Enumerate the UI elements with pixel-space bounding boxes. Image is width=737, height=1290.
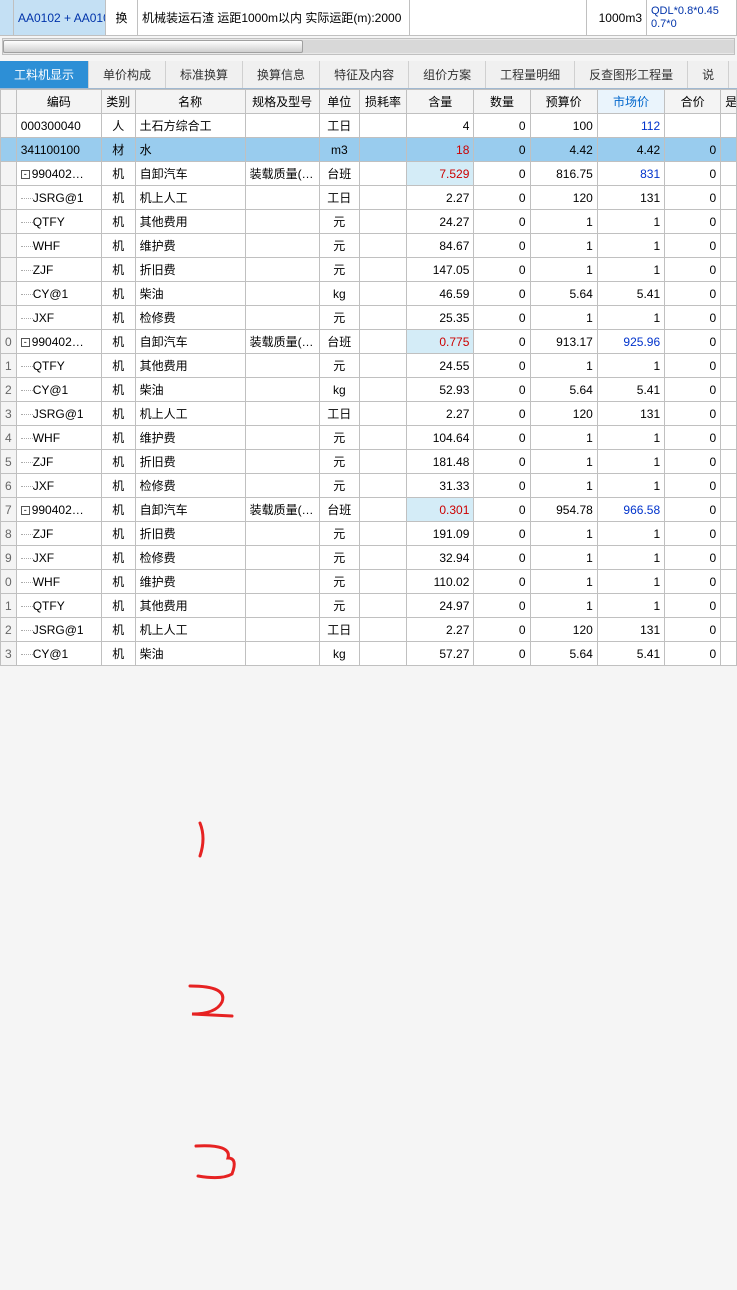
- top-info-row: AA0102 + AA0108 换 机械装运石渣 运距1000m以内 实际运距(…: [0, 0, 737, 36]
- table-row[interactable]: 0WHF机维护费元110.020110: [1, 570, 737, 594]
- table-row[interactable]: 000300040人土石方综合工工日40100112: [1, 114, 737, 138]
- col-header[interactable]: 预算价: [530, 90, 597, 114]
- col-header[interactable]: 类别: [101, 90, 135, 114]
- tab-strip: 工料机显示单价构成标准换算换算信息特征及内容组价方案工程量明细反查图形工程量说: [0, 61, 737, 89]
- top-qty: 1000m3: [587, 0, 647, 35]
- top-code: AA0102 + AA0108: [14, 0, 106, 35]
- col-header[interactable]: 损耗率: [359, 90, 406, 114]
- col-header[interactable]: [1, 90, 17, 114]
- top-swap: 换: [106, 0, 138, 35]
- tab-1[interactable]: 单价构成: [89, 61, 166, 88]
- tab-7[interactable]: 反查图形工程量: [575, 61, 688, 88]
- table-row[interactable]: 9JXF机检修费元32.940110: [1, 546, 737, 570]
- col-header[interactable]: 合价: [665, 90, 721, 114]
- table-row[interactable]: 341100100材水m31804.424.420: [1, 138, 737, 162]
- table-row[interactable]: 6JXF机检修费元31.330110: [1, 474, 737, 498]
- col-header[interactable]: 数量: [474, 90, 530, 114]
- horizontal-scrollbar[interactable]: [2, 38, 735, 55]
- table-row[interactable]: 2JSRG@1机机上人工工日2.2701201310: [1, 618, 737, 642]
- table-row[interactable]: 7-990402…机自卸汽车装载质量(…台班0.3010954.78966.58…: [1, 498, 737, 522]
- table-row[interactable]: 2CY@1机柴油kg52.9305.645.410: [1, 378, 737, 402]
- table-row[interactable]: 4WHF机维护费元104.640110: [1, 426, 737, 450]
- table-row[interactable]: 1QTFY机其他费用元24.970110: [1, 594, 737, 618]
- top-desc: 机械装运石渣 运距1000m以内 实际运距(m):2000: [138, 0, 410, 35]
- top-rowhead: [0, 0, 14, 35]
- tab-8[interactable]: 说: [688, 61, 729, 88]
- table-row[interactable]: JXF机检修费元25.350110: [1, 306, 737, 330]
- table-row[interactable]: 5ZJF机折旧费元181.480110: [1, 450, 737, 474]
- table-row[interactable]: 8ZJF机折旧费元191.090110: [1, 522, 737, 546]
- top-formula: QDL*0.8*0.45 0.7*0: [647, 0, 737, 35]
- col-header[interactable]: 市场价: [597, 90, 664, 114]
- table-row[interactable]: JSRG@1机机上人工工日2.2701201310: [1, 186, 737, 210]
- table-row[interactable]: CY@1机柴油kg46.5905.645.410: [1, 282, 737, 306]
- table-row[interactable]: QTFY机其他费用元24.270110: [1, 210, 737, 234]
- tab-2[interactable]: 标准换算: [166, 61, 243, 88]
- col-header[interactable]: 单位: [319, 90, 359, 114]
- tab-4[interactable]: 特征及内容: [320, 61, 409, 88]
- grid-header-row: 编码类别名称规格及型号单位损耗率含量数量预算价市场价合价是: [1, 90, 737, 114]
- col-header[interactable]: 编码: [16, 90, 101, 114]
- col-header[interactable]: 规格及型号: [245, 90, 319, 114]
- table-row[interactable]: 1QTFY机其他费用元24.550110: [1, 354, 737, 378]
- table-row[interactable]: WHF机维护费元84.670110: [1, 234, 737, 258]
- tab-0[interactable]: 工料机显示: [0, 61, 89, 88]
- tab-5[interactable]: 组价方案: [409, 61, 486, 88]
- table-row[interactable]: ZJF机折旧费元147.050110: [1, 258, 737, 282]
- tab-6[interactable]: 工程量明细: [486, 61, 575, 88]
- scroll-thumb[interactable]: [3, 40, 303, 53]
- table-row[interactable]: 3CY@1机柴油kg57.2705.645.410: [1, 642, 737, 666]
- tab-3[interactable]: 换算信息: [243, 61, 320, 88]
- annotation-layer: [0, 666, 737, 1290]
- table-row[interactable]: 0-990402…机自卸汽车装载质量(…台班0.7750913.17925.96…: [1, 330, 737, 354]
- data-grid[interactable]: 编码类别名称规格及型号单位损耗率含量数量预算价市场价合价是 000300040人…: [0, 89, 737, 666]
- col-header[interactable]: 是: [721, 90, 737, 114]
- col-header[interactable]: 含量: [407, 90, 474, 114]
- table-row[interactable]: 3JSRG@1机机上人工工日2.2701201310: [1, 402, 737, 426]
- app-root: AA0102 + AA0108 换 机械装运石渣 运距1000m以内 实际运距(…: [0, 0, 737, 666]
- table-row[interactable]: -990402…机自卸汽车装载质量(…台班7.5290816.758310: [1, 162, 737, 186]
- col-header[interactable]: 名称: [135, 90, 245, 114]
